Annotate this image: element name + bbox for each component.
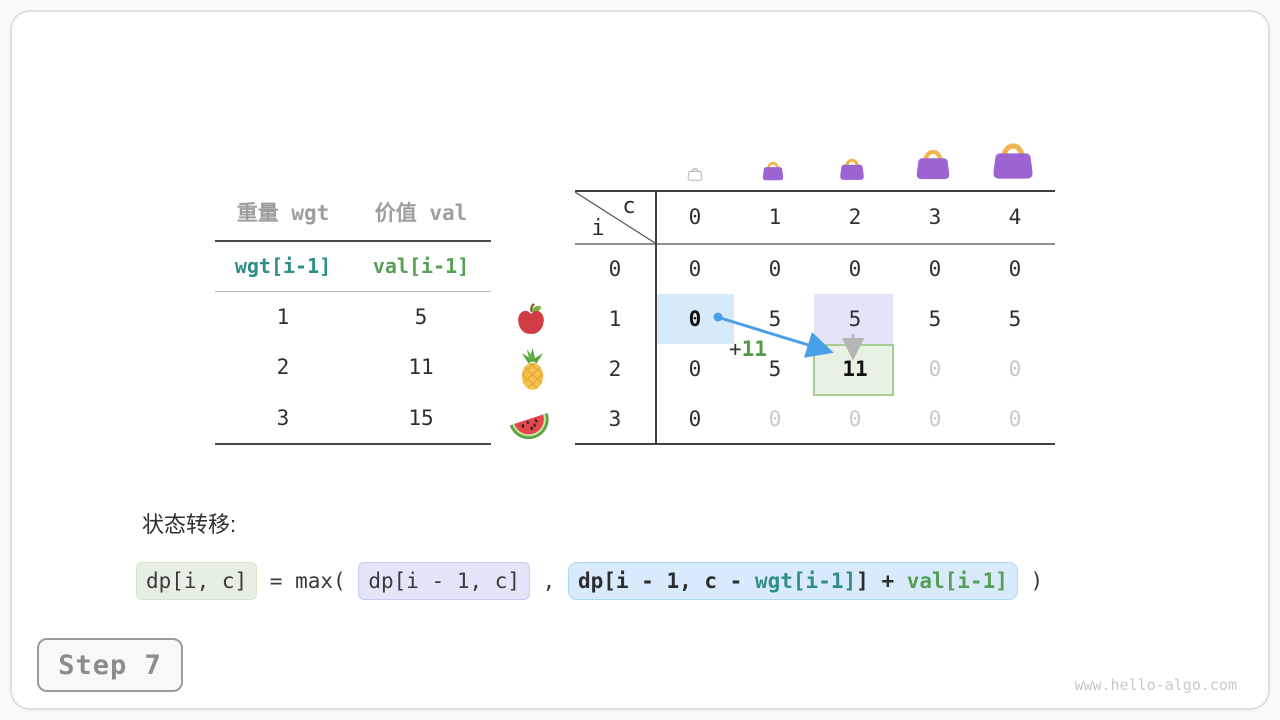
value-column-header: 价值 val [374, 201, 468, 225]
row-label: 1 [608, 307, 622, 331]
corner-row-var: i [591, 216, 605, 241]
dp-cell: 5 [768, 357, 782, 381]
table-border [575, 443, 1055, 445]
weight-value: 3 [276, 406, 290, 430]
handbag-icon [916, 149, 950, 180]
dp-cell: 0 [928, 407, 942, 431]
weights-table-header: 重量 wgt 价值 val [215, 190, 491, 240]
divider [215, 443, 491, 445]
formula-close-paren: ) [1017, 569, 1044, 593]
added-value: 11 [741, 337, 767, 361]
handbag-empty-icon [687, 168, 703, 181]
arg2-val-term: val[i-1] [906, 569, 1008, 593]
dp-cell: 0 [688, 357, 702, 381]
state-transition-label: 状态转移: [142, 512, 237, 537]
dp-cell: 0 [928, 357, 942, 381]
row-label: 3 [608, 407, 622, 431]
dp-row-0: 0 0 0 0 0 0 [575, 244, 1055, 294]
dp-cell: 0 [768, 257, 782, 281]
formula-arg2-chip: dp[i - 1, c - wgt[i-1]] + val[i-1] [567, 562, 1018, 600]
handbag-icon [762, 161, 784, 181]
handbag-icon [993, 143, 1033, 179]
weight-column-header: 重量 wgt [236, 201, 330, 225]
dp-cell: 0 [848, 407, 862, 431]
row-label: 2 [608, 357, 622, 381]
item-value: 5 [414, 305, 428, 329]
divider [215, 240, 491, 242]
weights-table: 重量 wgt 价值 val wgt[i-1] val[i-1] 1 5 2 11… [215, 190, 491, 446]
dp-cell-source: 0 [688, 307, 702, 331]
add-value-annotation: +11 [729, 337, 767, 361]
corner-col-var: c [622, 194, 636, 219]
formula-operator: = max( [257, 569, 359, 593]
dp-cell: 0 [928, 257, 942, 281]
dp-cell: 0 [1008, 257, 1022, 281]
dp-cell: 5 [928, 307, 942, 331]
corner-diagonal [575, 192, 655, 243]
dp-table: c i 0 1 2 3 4 0 0 0 0 0 0 1 0 5 5 5 5 2 … [575, 190, 1055, 446]
col-header: 1 [768, 205, 782, 229]
weights-table-row: 1 5 [215, 292, 491, 342]
col-header: 0 [688, 205, 702, 229]
wgt-index-label: wgt[i-1] [234, 254, 332, 278]
row-label: 0 [608, 257, 622, 281]
handbag-icon [840, 158, 864, 180]
dp-cell: 0 [1008, 357, 1022, 381]
dp-cell: 0 [1008, 407, 1022, 431]
arg2-prefix: dp[i - 1, c - [577, 569, 755, 593]
weight-value: 2 [276, 355, 290, 379]
apple-icon [518, 303, 544, 334]
dp-cell: 0 [688, 407, 702, 431]
dp-cell-compare: 5 [848, 307, 862, 331]
plus-sign: + [729, 337, 742, 361]
arg2-wgt-term: wgt[i-1] [754, 569, 857, 593]
weights-table-row: 3 15 [215, 393, 491, 443]
arg2-plus: + [868, 569, 907, 593]
dp-cell-current: 11 [842, 357, 868, 381]
formula-lhs-chip: dp[i, c] [136, 562, 258, 600]
dp-row-2: 2 0 5 11 0 0 [575, 344, 1055, 394]
state-transition-formula: dp[i, c] = max( dp[i - 1, c] , dp[i - 1,… [136, 560, 1043, 602]
item-value: 15 [408, 406, 434, 430]
formula-arg1-chip: dp[i - 1, c] [358, 562, 531, 600]
table-divider [655, 190, 657, 445]
weight-value: 1 [276, 305, 290, 329]
dp-cell: 0 [768, 407, 782, 431]
dp-cell: 0 [848, 257, 862, 281]
dp-cell: 5 [1008, 307, 1022, 331]
dp-row-3: 3 0 0 0 0 0 [575, 394, 1055, 444]
step-label: Step 7 [58, 649, 162, 681]
formula-comma: , [530, 569, 568, 593]
pineapple-icon [521, 348, 544, 390]
watermark: www.hello-algo.com [1074, 676, 1237, 694]
table-border [575, 190, 1055, 192]
weights-table-row: 2 11 [215, 342, 491, 392]
dp-column-headers: 0 1 2 3 4 [575, 192, 1055, 243]
arg2-bracket: ] [856, 569, 869, 593]
step-badge: Step 7 [37, 638, 183, 692]
table-divider [575, 243, 1055, 245]
watermelon-icon [509, 413, 549, 440]
dp-cell: 0 [688, 257, 702, 281]
col-header: 2 [848, 205, 862, 229]
item-value: 11 [408, 355, 434, 379]
col-header: 3 [928, 205, 942, 229]
col-header: 4 [1008, 205, 1022, 229]
weights-table-index-row: wgt[i-1] val[i-1] [215, 242, 491, 291]
val-index-label: val[i-1] [372, 254, 470, 278]
dp-row-1: 1 0 5 5 5 5 [575, 294, 1055, 344]
divider [215, 291, 491, 292]
